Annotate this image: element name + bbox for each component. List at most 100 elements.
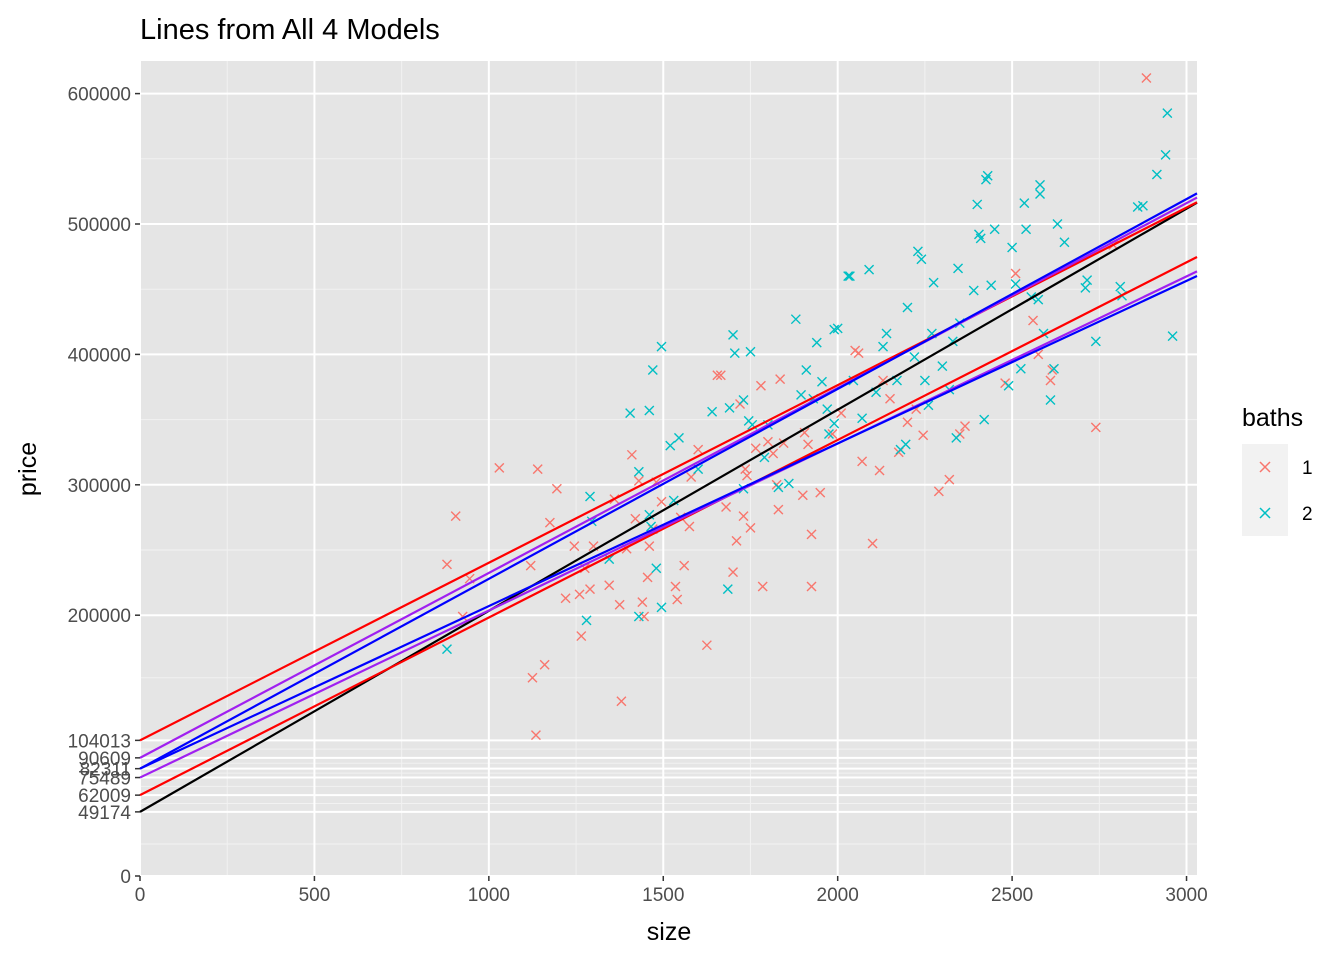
data-point-2: [773, 482, 784, 493]
data-point-2: [1151, 169, 1162, 180]
data-point-1: [1141, 72, 1152, 83]
data-point-2: [829, 418, 840, 429]
data-point-2: [1021, 224, 1032, 235]
data-point-2: [673, 432, 684, 443]
data-point-1: [731, 535, 742, 546]
data-point-2: [986, 280, 997, 291]
legend-label-2: 2: [1302, 504, 1313, 525]
data-point-2: [625, 408, 636, 419]
data-point-1: [741, 470, 752, 481]
x-tick-label: 2000: [817, 885, 859, 906]
legend-marker-1: [1259, 461, 1271, 473]
data-point-2: [1048, 363, 1059, 374]
data-point-2: [816, 376, 827, 387]
data-point-2: [581, 615, 592, 626]
data-point-2: [900, 439, 911, 450]
x-tick-label: 500: [299, 885, 331, 906]
data-point-1: [551, 483, 562, 494]
data-point-2: [647, 365, 658, 376]
data-point-1: [762, 436, 773, 447]
data-point-2: [728, 329, 739, 340]
data-point-1: [1045, 375, 1056, 386]
data-point-2: [604, 554, 615, 565]
data-point-1: [701, 640, 712, 651]
y-tick-label: 82311: [80, 760, 131, 781]
data-point-2: [1059, 237, 1070, 248]
data-point-1: [867, 538, 878, 549]
y-tick-label: 90609: [78, 749, 131, 770]
data-point-2: [707, 406, 718, 417]
data-point-2: [912, 246, 923, 257]
data-point-2: [585, 491, 596, 502]
x-tick-label: 0: [135, 885, 146, 906]
grid-lines: [139, 61, 1197, 877]
data-point-1: [712, 370, 723, 381]
data-point-2: [864, 264, 875, 275]
data-point-1: [768, 448, 779, 459]
data-point-1: [806, 581, 817, 592]
y-tick-label: 300000: [68, 476, 131, 497]
data-point-2: [823, 428, 834, 439]
data-point-1: [530, 730, 541, 741]
data-point-1: [614, 599, 625, 610]
data-point-2: [665, 440, 676, 451]
data-point-1: [721, 501, 732, 512]
data-point-1: [902, 417, 913, 428]
x-axis-title: size: [647, 918, 691, 946]
data-point-1: [560, 593, 571, 604]
data-point-1: [604, 580, 615, 591]
data-point-2: [881, 328, 892, 339]
data-point-1: [874, 465, 885, 476]
x-tick-label: 1500: [642, 885, 684, 906]
data-point-1: [857, 456, 868, 467]
data-point-2: [902, 302, 913, 313]
data-point-2: [441, 644, 452, 655]
legend-label-1: 1: [1302, 458, 1313, 479]
x-tick-label: 1000: [468, 885, 510, 906]
y-tick-label: 104013: [68, 731, 131, 752]
data-point-1: [684, 521, 695, 532]
data-point-2: [1115, 281, 1126, 292]
model-line-1: [139, 201, 1198, 813]
data-point-2: [1052, 219, 1063, 229]
data-point-1: [544, 517, 555, 528]
data-point-2: [724, 402, 735, 413]
data-point-1: [574, 589, 585, 600]
data-point-2: [822, 404, 833, 415]
data-point-2: [937, 361, 948, 372]
data-point-1: [494, 462, 505, 473]
data-point-2: [972, 199, 983, 210]
data-point-2: [975, 233, 986, 244]
data-point-1: [626, 449, 637, 460]
data-point-2: [857, 413, 868, 424]
chart-title: Lines from All 4 Models: [140, 14, 440, 46]
data-point-1: [1090, 422, 1101, 433]
data-point-2: [878, 341, 889, 352]
x-tick-label: 2500: [991, 885, 1033, 906]
model-line-6: [139, 274, 1198, 770]
data-point-1: [450, 511, 461, 522]
data-point-2: [953, 263, 964, 274]
data-point-1: [803, 439, 814, 450]
data-point-1: [616, 696, 627, 707]
model-lines: [139, 192, 1198, 813]
data-point-1: [885, 393, 896, 404]
data-point-2: [909, 352, 920, 363]
data-point-1: [539, 659, 550, 670]
data-point-2: [1162, 108, 1173, 119]
data-point-1: [630, 513, 641, 524]
data-point-1: [527, 672, 538, 683]
data-point-1: [1010, 268, 1021, 279]
data-point-1: [755, 380, 766, 391]
data-point-1: [670, 581, 681, 592]
data-point-2: [979, 414, 990, 425]
data-point-1: [797, 490, 808, 501]
data-point-2: [1167, 331, 1178, 342]
data-point-1: [775, 374, 786, 385]
data-point-1: [672, 594, 683, 605]
model-line-5: [139, 196, 1198, 759]
data-point-2: [633, 466, 644, 477]
data-point-1: [644, 541, 655, 552]
data-point-1: [715, 370, 726, 381]
data-point-2: [729, 348, 740, 359]
